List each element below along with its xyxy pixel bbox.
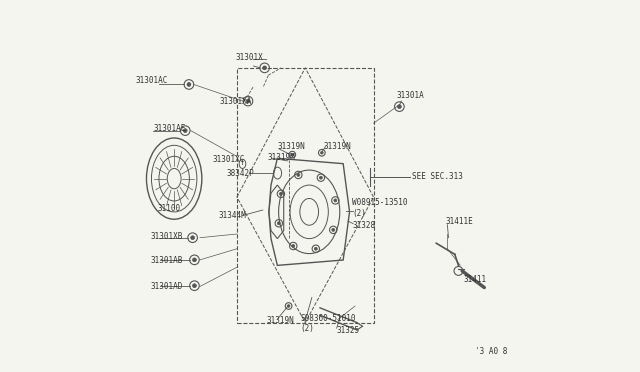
Circle shape: [193, 258, 196, 262]
Circle shape: [291, 153, 294, 156]
Text: 31100: 31100: [157, 203, 180, 213]
Circle shape: [262, 66, 266, 70]
Text: S08360-51010
(2): S08360-51010 (2): [301, 314, 356, 333]
Circle shape: [292, 244, 295, 247]
Circle shape: [334, 199, 337, 202]
Circle shape: [183, 129, 187, 132]
Text: 31301A: 31301A: [396, 91, 424, 100]
Text: 31344M: 31344M: [218, 211, 246, 220]
Circle shape: [297, 173, 300, 176]
Text: '3 A0 8: '3 A0 8: [475, 347, 508, 356]
Circle shape: [280, 192, 282, 195]
Text: 31301X: 31301X: [235, 53, 263, 62]
Text: 31319M: 31319M: [268, 153, 295, 162]
Circle shape: [277, 222, 280, 225]
Circle shape: [397, 105, 401, 109]
Circle shape: [314, 247, 317, 250]
Circle shape: [287, 305, 290, 307]
Circle shape: [193, 284, 196, 288]
Text: 31301AD: 31301AD: [151, 282, 183, 291]
Text: 31301XC: 31301XC: [213, 155, 245, 164]
Text: 31411: 31411: [464, 275, 487, 283]
Text: SEE SEC.313: SEE SEC.313: [412, 171, 463, 180]
Text: 31328: 31328: [353, 221, 376, 230]
Text: 38342P: 38342P: [227, 169, 255, 177]
Text: 31411E: 31411E: [445, 217, 474, 225]
Text: W08915-13510
(2): W08915-13510 (2): [353, 198, 408, 218]
Text: 31319N: 31319N: [266, 316, 294, 325]
Circle shape: [246, 99, 250, 103]
Text: 31301XB: 31301XB: [151, 232, 183, 241]
Text: 31301AB: 31301AB: [151, 256, 183, 265]
Circle shape: [319, 176, 323, 179]
Text: 31319N: 31319N: [324, 142, 351, 151]
Circle shape: [332, 228, 335, 231]
Text: 31301AE: 31301AE: [153, 124, 186, 133]
Circle shape: [187, 83, 191, 86]
Text: 31325: 31325: [337, 326, 360, 335]
Circle shape: [191, 236, 195, 240]
Text: 31301XA: 31301XA: [220, 97, 252, 106]
Circle shape: [321, 151, 323, 154]
Text: 31301AC: 31301AC: [136, 76, 168, 85]
Text: 31319N: 31319N: [278, 142, 305, 151]
